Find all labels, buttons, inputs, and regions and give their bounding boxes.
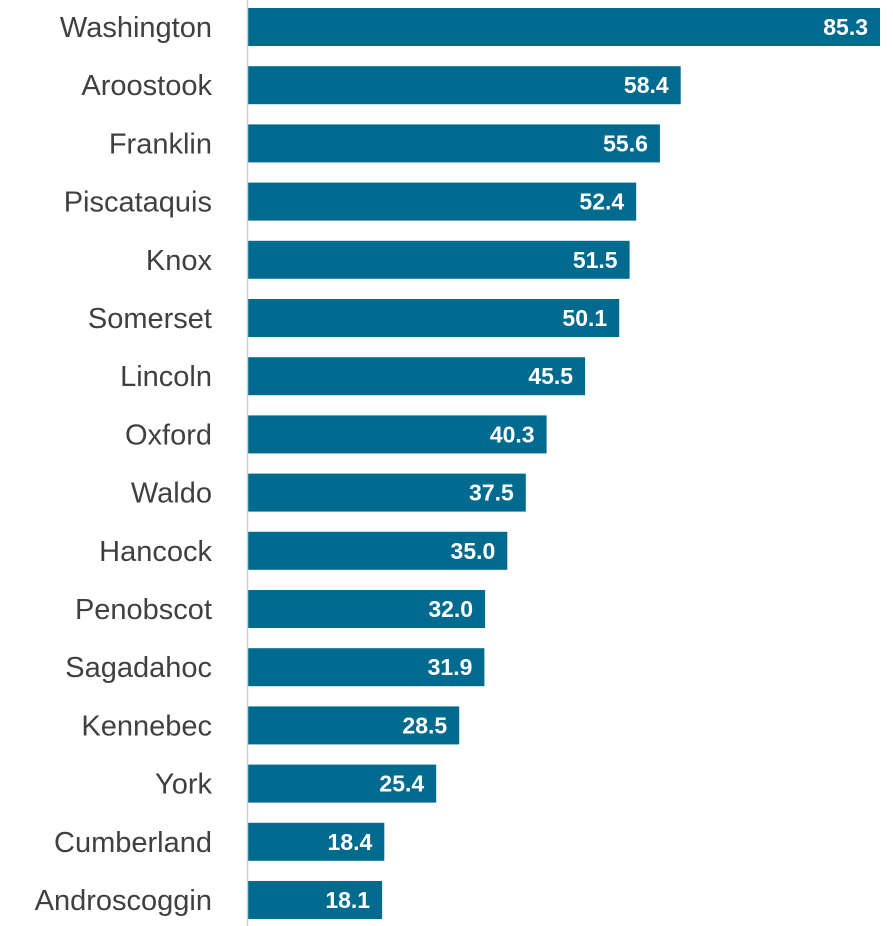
category-label: Oxford bbox=[125, 419, 212, 451]
category-label: Kennebec bbox=[81, 710, 212, 742]
bar bbox=[248, 473, 526, 512]
category-label: Washington bbox=[60, 12, 212, 44]
bar-value-label: 18.4 bbox=[328, 829, 373, 855]
category-label: Waldo bbox=[131, 478, 212, 510]
bar bbox=[248, 764, 437, 803]
bar-value-label: 50.1 bbox=[562, 305, 607, 331]
bar-value-label: 18.1 bbox=[325, 887, 370, 913]
bar-value-label: 37.5 bbox=[469, 480, 514, 506]
bar-value-label: 32.0 bbox=[428, 596, 473, 622]
bar bbox=[248, 881, 383, 919]
bar-value-label: 52.4 bbox=[579, 189, 624, 215]
bar bbox=[248, 357, 586, 396]
bar bbox=[248, 66, 681, 105]
category-label: Cumberland bbox=[54, 827, 212, 859]
category-label: Hancock bbox=[99, 536, 212, 568]
category-label: Sagadahoc bbox=[65, 652, 212, 684]
category-label: Somerset bbox=[88, 303, 212, 335]
bar-value-label: 45.5 bbox=[528, 363, 573, 389]
category-label: Penobscot bbox=[75, 594, 212, 626]
bar bbox=[248, 822, 385, 861]
bar-value-label: 35.0 bbox=[451, 538, 496, 564]
bars-group: 85.3 58.4 55.6 52.4 51.5 50.1 45.5 40.3 37.5 35.0… bbox=[248, 8, 880, 919]
category-label: Androscoggin bbox=[35, 885, 212, 917]
category-label: Aroostook bbox=[81, 70, 212, 102]
category-label: Knox bbox=[146, 245, 213, 277]
bar bbox=[248, 182, 637, 221]
bar-value-label: 58.4 bbox=[624, 72, 669, 98]
bar-value-label: 25.4 bbox=[379, 771, 424, 797]
bar-value-label: 55.6 bbox=[603, 130, 648, 156]
bar-value-label: 85.3 bbox=[823, 14, 868, 40]
bar-value-label: 31.9 bbox=[428, 654, 473, 680]
bar bbox=[248, 124, 660, 163]
bar bbox=[248, 706, 460, 745]
bar bbox=[248, 590, 486, 628]
category-label: York bbox=[155, 769, 212, 801]
bar bbox=[248, 531, 508, 570]
bar bbox=[248, 648, 485, 687]
bar bbox=[248, 415, 547, 454]
category-label: Franklin bbox=[109, 128, 212, 160]
category-label: Piscataquis bbox=[64, 187, 212, 219]
bar-value-label: 51.5 bbox=[573, 247, 618, 273]
bar bbox=[248, 8, 880, 46]
bar-value-label: 40.3 bbox=[490, 421, 535, 447]
bar bbox=[248, 299, 620, 337]
category-label: Lincoln bbox=[120, 361, 212, 393]
category-labels-group: Washington Aroostook Franklin Piscataquis Kn… bbox=[35, 12, 213, 917]
bar-value-label: 28.5 bbox=[402, 712, 447, 738]
bar bbox=[248, 240, 630, 279]
